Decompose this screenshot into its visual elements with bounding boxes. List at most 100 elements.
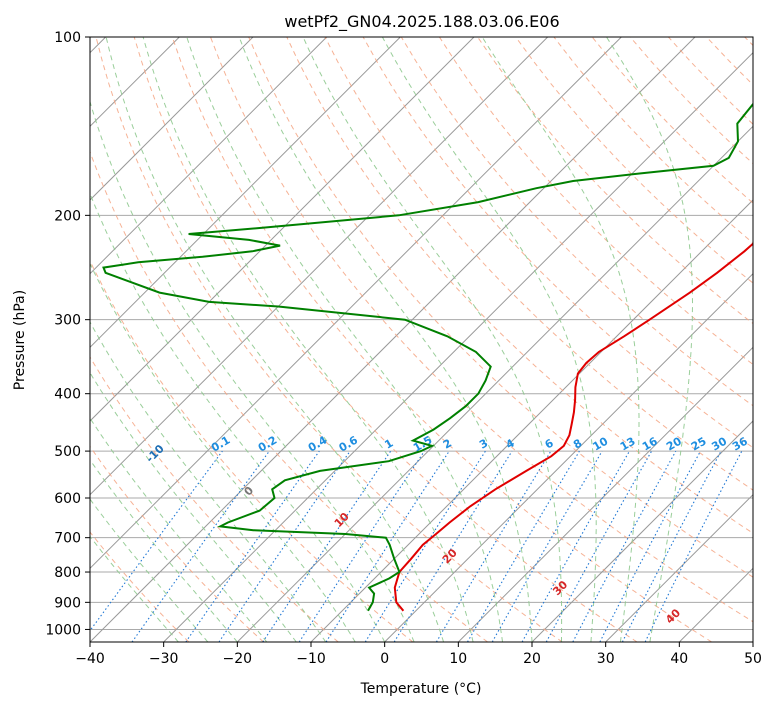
isotherm-line — [90, 37, 549, 496]
dry-adiabat-line — [744, 37, 753, 47]
dry-adiabat-line — [668, 37, 753, 125]
x-tick-label: −30 — [149, 651, 179, 667]
dry-adiabat-line — [133, 37, 638, 642]
moist-adiabat-line — [302, 37, 563, 642]
mixing-ratio-line — [545, 450, 653, 642]
dry-adiabat-line — [171, 37, 712, 642]
y-tick-label: 100 — [54, 30, 81, 46]
y-tick-label: 900 — [54, 595, 81, 611]
moist-adiabat-line — [90, 535, 179, 642]
dry-adiabat-label: 20 — [440, 546, 460, 566]
dewpoint-line — [102, 102, 753, 612]
moist-adiabat-line — [90, 459, 238, 642]
y-tick-label: 700 — [54, 531, 81, 547]
dry-adiabat-line — [95, 37, 563, 642]
mixing-ratio-label: 4 — [504, 436, 517, 451]
mixing-ratio-line — [218, 450, 351, 642]
isotherm-line — [310, 199, 753, 642]
dry-adiabat-line — [706, 37, 753, 86]
plot-frame — [89, 36, 754, 643]
dry-adiabat-label: -20 — [65, 415, 88, 438]
mixing-ratio-lines — [90, 450, 743, 642]
y-axis: 100 200 300 400 500 600 700 800 900 1000 — [45, 30, 90, 638]
mixing-ratio-line — [521, 450, 630, 642]
x-tick-label: 50 — [744, 651, 762, 667]
sounding-series — [102, 102, 753, 612]
y-tick-label: 800 — [54, 565, 81, 581]
isotherm-line — [90, 37, 328, 275]
dry-adiabat-line — [438, 37, 753, 366]
isotherm-line — [90, 37, 696, 642]
mixing-ratio-line — [644, 450, 743, 642]
isotherm-line — [90, 37, 401, 349]
isotherm-line — [163, 51, 753, 642]
y-tick-label: 400 — [54, 387, 81, 403]
y-axis-label: Pressure (hPa) — [12, 290, 28, 390]
isotherm-grid — [90, 37, 753, 642]
mixing-ratio-line — [364, 450, 486, 642]
isotherm-line — [236, 125, 753, 642]
mixing-ratio-line — [325, 450, 450, 642]
moist-adiabat-line — [381, 37, 597, 642]
chart-title: wetPf2_GN04.2025.188.03.06.E06 — [284, 12, 559, 32]
dry-adiabat-line — [286, 37, 753, 534]
moist-adiabat-line — [481, 37, 640, 642]
temperature-line — [393, 242, 753, 612]
isobar-grid — [90, 37, 753, 630]
dry-adiabat-label: 40 — [663, 606, 683, 626]
x-tick-label: 40 — [670, 651, 688, 667]
moist-adiabat-line — [142, 37, 474, 642]
dry-adiabat-line — [248, 37, 753, 578]
mixing-ratio-line — [90, 450, 223, 632]
moist-adiabat-line — [90, 417, 268, 642]
moist-adiabat-line — [606, 37, 693, 642]
moist-adiabat-line — [90, 498, 209, 642]
moist-adiabats — [90, 37, 693, 642]
mixing-ratio-line — [393, 450, 513, 642]
isotherm-line — [457, 346, 753, 642]
y-tick-label: 200 — [54, 208, 81, 224]
dry-adiabat-label: 0 — [242, 484, 257, 499]
isotherm-line — [678, 567, 753, 642]
y-tick-label: 500 — [54, 444, 81, 460]
dry-adiabat-label: -30 — [0, 379, 9, 402]
x-tick-label: −10 — [296, 651, 326, 667]
dry-adiabat-line — [90, 259, 414, 642]
mixing-ratio-line — [185, 450, 320, 642]
plot-area: 0.10.20.40.611.52346810131620253036-100-… — [0, 37, 753, 642]
isotherm-line — [384, 272, 753, 642]
y-tick-label: 1000 — [45, 622, 81, 638]
moist-adiabat-line — [90, 99, 415, 642]
mixing-ratio-line — [298, 450, 425, 642]
mixing-ratio-line — [131, 450, 270, 642]
dry-adiabat-line — [90, 150, 488, 642]
y-tick-label: 300 — [54, 313, 81, 329]
dry-adiabat-label: 30 — [550, 578, 570, 598]
moist-adiabat-line — [90, 262, 356, 642]
isotherm-line — [531, 420, 753, 642]
x-tick-label: 10 — [449, 651, 467, 667]
x-tick-label: −40 — [75, 651, 105, 667]
x-tick-label: 0 — [380, 651, 389, 667]
isotherm-line — [90, 37, 622, 570]
x-axis-label: Temperature (°C) — [360, 681, 482, 697]
x-tick-label: 30 — [597, 651, 615, 667]
mixing-ratio-label: 3 — [477, 437, 490, 452]
x-axis: −40 −30 −20 −10 0 10 20 30 40 50 — [75, 642, 762, 667]
moist-adiabat-line — [90, 371, 297, 642]
x-tick-label: −20 — [223, 651, 253, 667]
x-tick-label: 20 — [523, 651, 541, 667]
mixing-ratio-line — [435, 450, 552, 642]
moist-adiabat-line — [238, 37, 533, 642]
isotherm-line — [90, 37, 475, 422]
mixing-ratio-label: 2 — [441, 437, 454, 452]
dry-adiabat-line — [90, 356, 339, 642]
dry-adiabats — [90, 37, 753, 642]
moist-adiabat-line — [186, 37, 503, 642]
dry-adiabat-line — [553, 37, 753, 244]
dry-adiabat-line — [90, 445, 264, 642]
isotherm-line — [752, 641, 753, 642]
dry-adiabat-line — [400, 37, 753, 407]
dry-adiabat-line — [90, 531, 190, 642]
